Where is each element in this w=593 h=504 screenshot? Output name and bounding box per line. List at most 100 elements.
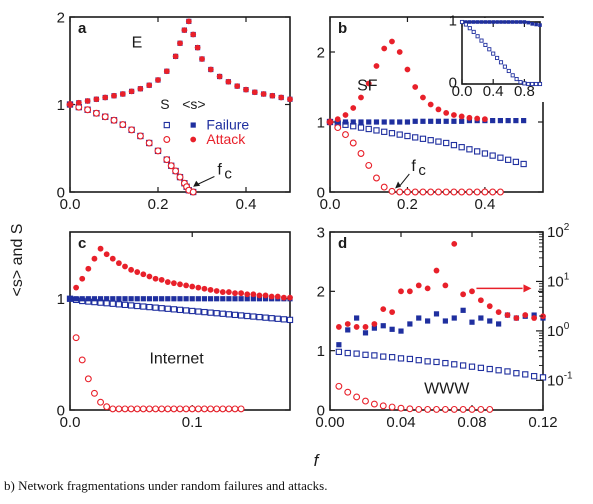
series-s-attack: [72, 334, 245, 413]
data-point: [506, 68, 511, 74]
y-tick-label: 0: [317, 184, 325, 201]
panel-letter: c: [78, 235, 86, 252]
data-point: [433, 405, 440, 413]
data-point: [380, 183, 388, 191]
data-point: [92, 109, 100, 117]
data-point: [486, 405, 494, 413]
legend-marker-failure-S: [163, 121, 170, 129]
y-tick-label: 0: [317, 402, 325, 419]
data-point: [122, 296, 128, 302]
data-point: [498, 60, 504, 65]
data-point: [344, 321, 351, 327]
data-point: [411, 188, 419, 196]
data-point: [250, 291, 257, 298]
fc-arrow: [398, 173, 410, 188]
data-point: [398, 288, 404, 295]
data-point: [388, 354, 396, 361]
data-point: [256, 292, 263, 299]
data-point: [115, 260, 122, 267]
data-point: [79, 296, 85, 302]
x-tick-label: 0.0: [452, 83, 473, 100]
data-point: [531, 312, 537, 318]
data-point: [483, 20, 488, 24]
data-point: [97, 398, 105, 406]
data-point: [137, 85, 144, 92]
data-point: [381, 45, 388, 52]
data-point: [146, 296, 153, 302]
data-point: [495, 55, 500, 61]
data-point: [443, 110, 450, 116]
data-point: [450, 405, 458, 413]
data-point: [334, 116, 341, 123]
data-point: [537, 81, 543, 87]
data-point: [466, 114, 473, 121]
data-point: [225, 289, 232, 295]
data-point: [256, 313, 263, 321]
data-point: [420, 94, 426, 101]
data-point: [190, 31, 197, 38]
data-point: [424, 358, 431, 365]
data-point: [171, 296, 177, 302]
data-point: [503, 20, 507, 24]
data-point: [128, 126, 136, 134]
data-point: [443, 118, 449, 124]
data-point: [128, 266, 135, 273]
data-point: [101, 113, 109, 121]
data-point: [91, 255, 98, 262]
x-tick-label: 0.8: [514, 83, 535, 100]
data-point: [465, 188, 473, 196]
red-arrowhead: [523, 284, 532, 293]
series-s-attack: [335, 382, 494, 413]
x-tick-label: 0.2: [148, 196, 169, 213]
x-tick-label: 0.2: [397, 196, 418, 213]
data-point: [397, 404, 405, 412]
data-point: [505, 118, 511, 124]
data-point: [365, 125, 372, 133]
data-point: [158, 305, 165, 312]
data-point: [419, 188, 427, 196]
data-point: [404, 66, 411, 73]
legend-header-S: S: [160, 96, 169, 112]
data-point: [345, 327, 351, 333]
data-point: [146, 303, 153, 311]
data-point: [139, 405, 147, 413]
data-point: [487, 318, 493, 324]
right-tick-exponent: 1: [564, 271, 570, 282]
data-point: [512, 158, 520, 166]
panel-letter: d: [338, 235, 347, 252]
right-tick-label: 102: [547, 222, 570, 241]
data-point: [122, 263, 128, 270]
data-point: [134, 296, 140, 302]
data-point: [164, 405, 172, 413]
data-point: [72, 334, 80, 342]
data-point: [491, 20, 495, 24]
data-point: [262, 314, 269, 321]
data-point: [342, 131, 349, 139]
data-point: [286, 316, 294, 324]
data-point: [109, 255, 116, 262]
data-point: [183, 282, 190, 289]
data-point: [479, 38, 484, 43]
data-point: [459, 362, 467, 369]
data-point: [381, 128, 388, 135]
data-point: [201, 285, 208, 292]
data-point: [109, 405, 117, 413]
data-point: [274, 315, 281, 322]
data-point: [388, 403, 396, 411]
data-point: [406, 355, 414, 363]
data-point: [115, 405, 123, 413]
data-point: [237, 312, 245, 319]
data-point: [152, 275, 159, 282]
data-point: [477, 364, 485, 372]
data-point: [170, 405, 178, 413]
data-point: [442, 282, 449, 289]
data-point: [116, 296, 122, 302]
data-point: [268, 293, 275, 300]
data-point: [195, 296, 201, 302]
right-tick-exponent: -1: [564, 370, 573, 381]
data-point: [73, 284, 80, 291]
data-point: [510, 20, 515, 24]
data-point: [220, 296, 226, 302]
data-point: [176, 173, 184, 181]
